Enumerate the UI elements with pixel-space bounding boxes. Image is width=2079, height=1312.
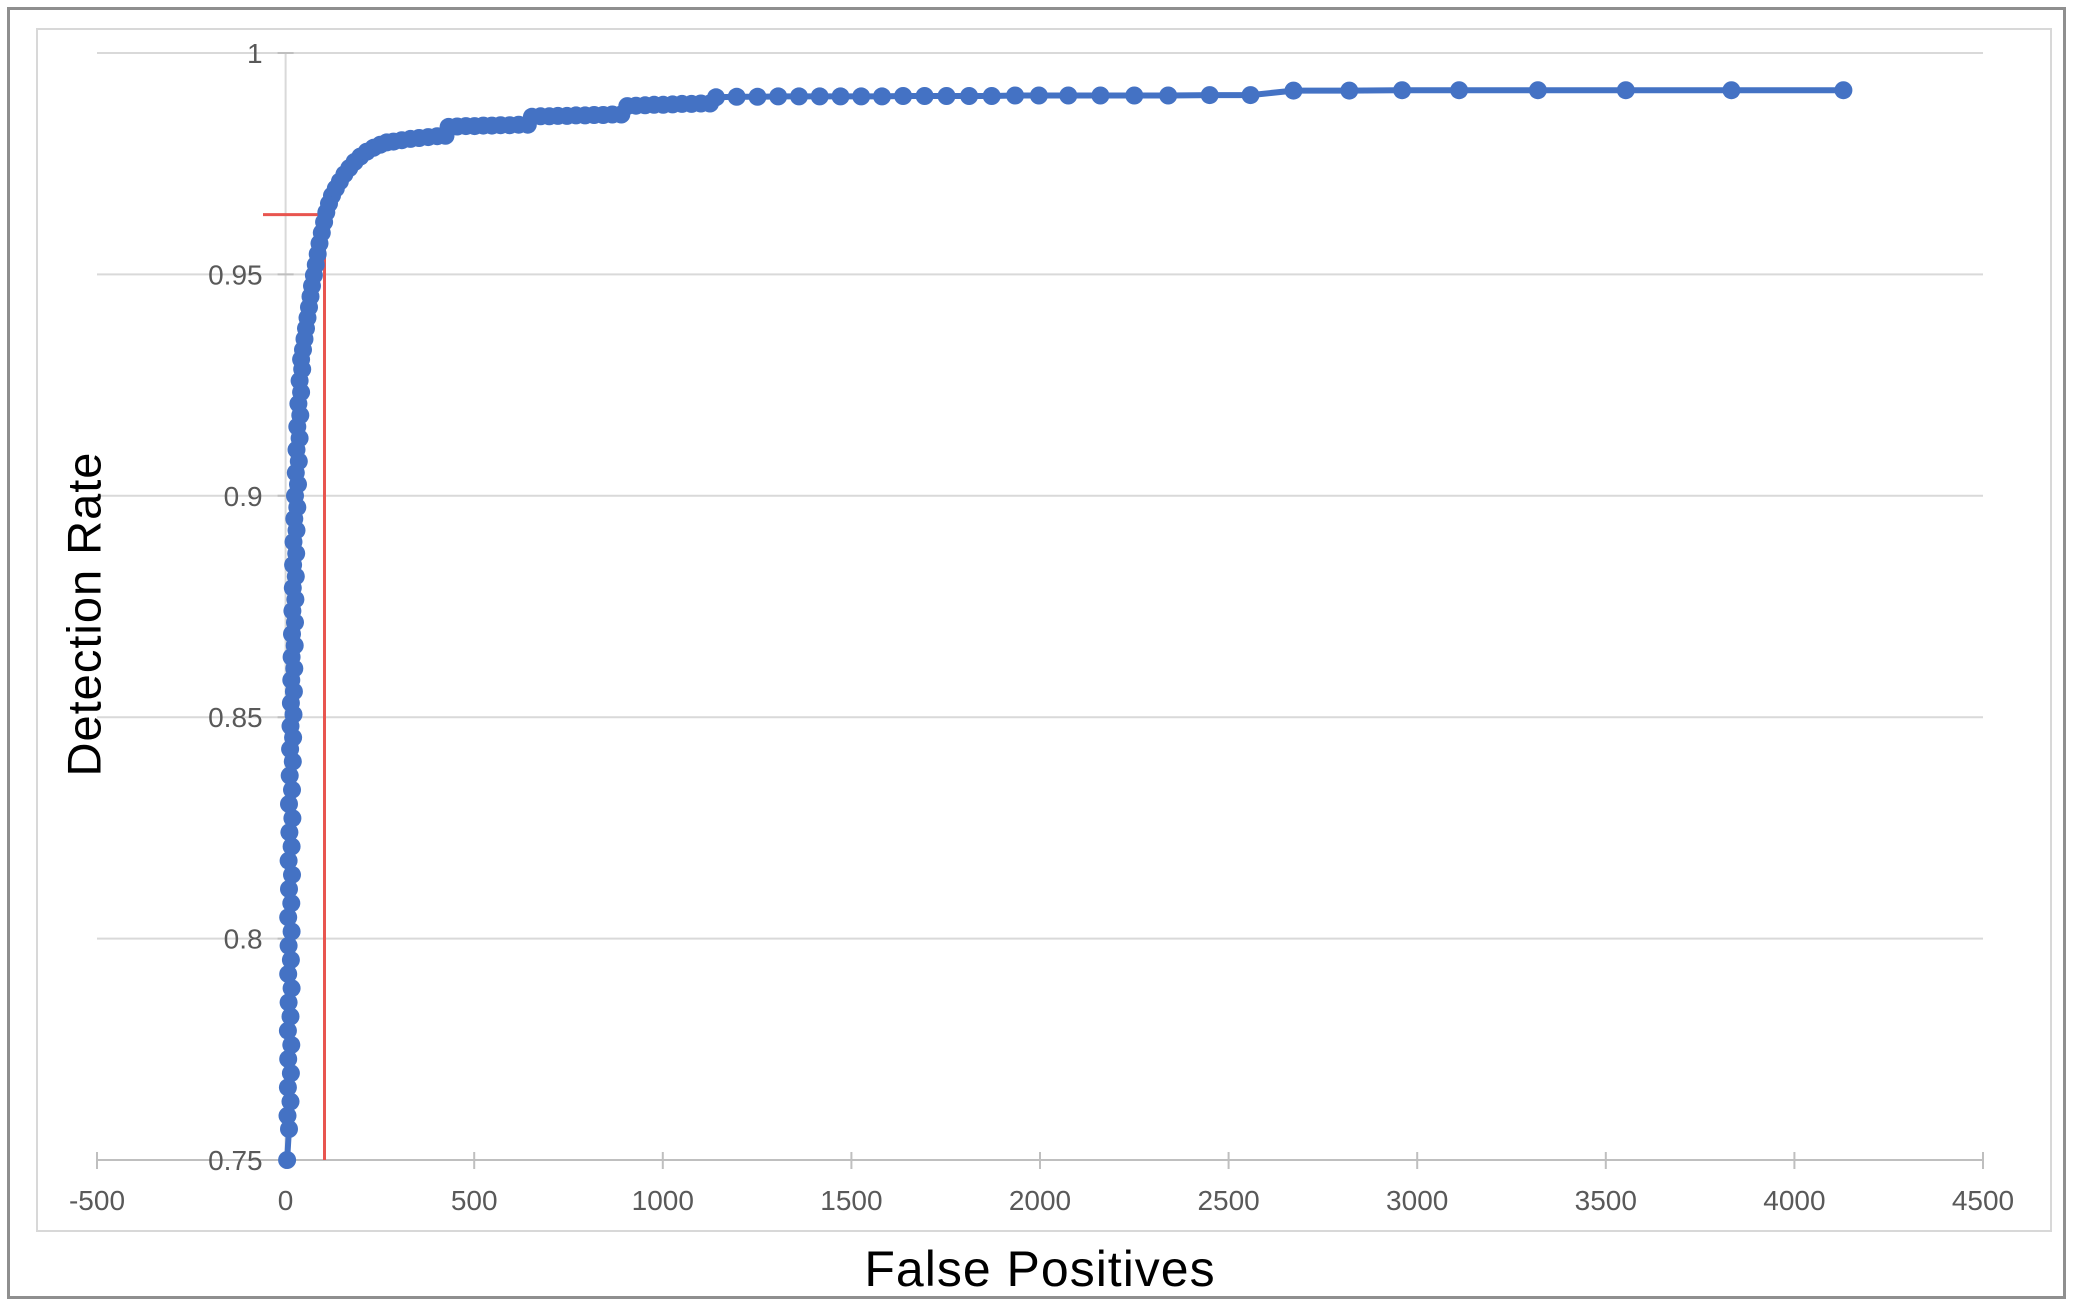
x-tick-labels: -500 0 500 1000 1500 2000 2500 3000 3500 4000 4500 <box>69 1185 2014 1216</box>
x-tick-label: 2500 <box>1197 1185 1259 1216</box>
y-axis-title: Detection Rate <box>57 451 111 777</box>
y-tick-label: 0.75 <box>208 1145 263 1176</box>
roc-curve-markers <box>278 81 1853 1169</box>
x-tick-label: 500 <box>451 1185 498 1216</box>
chart-area <box>36 28 2052 1232</box>
gridlines <box>97 52 1983 1161</box>
x-tick-label: 3000 <box>1386 1185 1448 1216</box>
y-tick-label: 0.8 <box>224 924 263 955</box>
y-tick-labels: 1 0.95 0.9 0.85 0.8 0.75 <box>208 38 263 1176</box>
x-tick-label: 0 <box>278 1185 294 1216</box>
x-tick-label: 1500 <box>820 1185 882 1216</box>
x-tick-label: 4500 <box>1952 1185 2014 1216</box>
x-tick-label: -500 <box>69 1185 125 1216</box>
x-tick-label: 1000 <box>632 1185 694 1216</box>
y-tick-label: 0.85 <box>208 702 263 733</box>
y-tick-label: 0.95 <box>208 259 263 290</box>
axis-tick-marks <box>96 52 1984 1169</box>
x-axis-title: False Positives <box>864 1241 1216 1297</box>
y-tick-label: 0.9 <box>224 481 263 512</box>
x-tick-label: 3500 <box>1575 1185 1637 1216</box>
y-tick-label: 1 <box>247 38 263 69</box>
x-tick-label: 4000 <box>1763 1185 1825 1216</box>
roc-curve-line <box>284 87 1844 1161</box>
x-tick-label: 2000 <box>1009 1185 1071 1216</box>
